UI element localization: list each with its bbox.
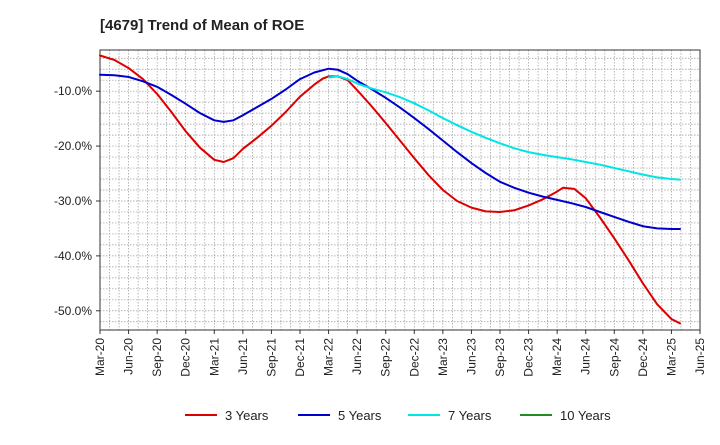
x-tick-label: Mar-21 xyxy=(207,338,221,376)
series-lines xyxy=(99,54,681,325)
y-tick-label: -20.0% xyxy=(54,139,92,153)
x-tick-label: Jun-23 xyxy=(464,338,478,375)
x-tick-label: Sep-21 xyxy=(264,338,278,377)
legend-label: 5 Years xyxy=(338,408,382,423)
x-tick-label: Dec-24 xyxy=(636,338,650,377)
legend: 3 Years 5 Years 7 Years 10 Years xyxy=(185,408,611,423)
x-tick-label: Sep-20 xyxy=(150,338,164,377)
legend-label: 7 Years xyxy=(448,408,492,423)
axes: -10.0% -20.0% -30.0% -40.0% -50.0% Mar-20 Jun-… xyxy=(54,49,707,377)
x-tick-label: Jun-25 xyxy=(693,338,707,375)
x-tick-label: Jun-22 xyxy=(350,338,364,375)
x-tick-label: Mar-22 xyxy=(322,338,336,376)
x-tick-label: Jun-24 xyxy=(579,338,593,375)
plot-border xyxy=(99,49,701,331)
x-tick-label: Dec-20 xyxy=(179,338,193,377)
series-line-3-years xyxy=(99,54,681,325)
y-tick-label: -50.0% xyxy=(54,304,92,318)
x-tick-label: Mar-24 xyxy=(550,338,564,376)
x-tick-label: Mar-25 xyxy=(664,338,678,376)
chart-title: [4679] Trend of Mean of ROE xyxy=(100,17,304,34)
x-tick-label: Mar-20 xyxy=(93,338,107,376)
y-tick-label: -40.0% xyxy=(54,249,92,263)
x-tick-label: Jun-21 xyxy=(236,338,250,375)
grid-lines xyxy=(100,50,700,330)
series-line-5-years xyxy=(99,67,681,230)
x-tick-label: Sep-22 xyxy=(379,338,393,377)
y-tick-label: -10.0% xyxy=(54,84,92,98)
series-line-7-years xyxy=(327,75,681,181)
x-tick-label: Sep-23 xyxy=(493,338,507,377)
x-tick-label: Dec-22 xyxy=(407,338,421,377)
x-tick-label: Sep-24 xyxy=(607,338,621,377)
x-tick-label: Dec-23 xyxy=(522,338,536,377)
x-tick-label: Jun-20 xyxy=(122,338,136,375)
legend-label: 10 Years xyxy=(560,408,611,423)
x-tick-label: Dec-21 xyxy=(293,338,307,377)
x-tick-label: Mar-23 xyxy=(436,338,450,376)
y-tick-label: -30.0% xyxy=(54,194,92,208)
legend-label: 3 Years xyxy=(225,408,269,423)
